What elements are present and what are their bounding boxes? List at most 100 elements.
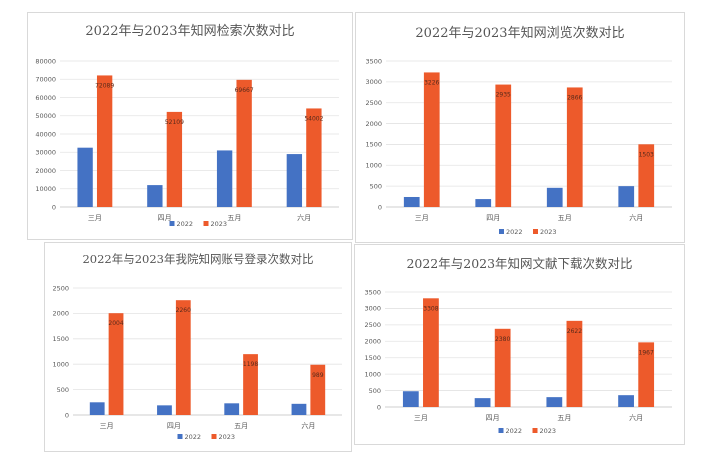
y-tick-label: 3500	[365, 57, 382, 65]
x-tick-label: 四月	[167, 422, 181, 430]
legend-label: 2023	[211, 220, 228, 228]
y-tick-label: 2000	[365, 120, 382, 128]
y-tick-label: 1500	[365, 141, 382, 149]
y-tick-label: 3500	[364, 288, 381, 296]
bar-2022-三月	[89, 402, 105, 415]
y-tick-label: 50000	[35, 112, 56, 120]
legend-swatch-2022	[177, 434, 183, 439]
chart-svg: 0 500 1000 1500 2000 2500 3000 3500 3226 三月 2935 四月…	[365, 57, 672, 236]
y-tick-label: 80000	[35, 57, 56, 65]
bar-2023-四月	[166, 111, 183, 207]
x-tick-label: 三月	[100, 422, 114, 430]
data-label: 989	[312, 372, 324, 379]
x-tick-label: 六月	[629, 413, 643, 422]
bar-2022-六月	[291, 403, 307, 415]
data-label: 52109	[165, 119, 184, 126]
y-tick-label: 0	[378, 203, 382, 211]
bar-2023-五月	[566, 320, 583, 407]
bar-2022-四月	[474, 398, 491, 407]
y-tick-label: 0	[65, 411, 69, 419]
legend-swatch-2023	[533, 229, 538, 234]
bar-2022-六月	[286, 154, 303, 207]
chart-svg: 0 10000 20000 30000 40000 50000 60000 70000 8000…	[35, 57, 339, 228]
x-tick-label: 三月	[415, 214, 429, 222]
data-label: 1503	[639, 151, 654, 158]
data-label: 3308	[423, 305, 438, 312]
y-tick-label: 1000	[365, 162, 382, 170]
x-tick-label: 五月	[557, 414, 571, 422]
chart-title: 2022年与2023年我院知网账号登录次数对比	[82, 252, 314, 266]
chart-title: 2022年与2023年知网检索次数对比	[85, 24, 295, 39]
x-tick-label: 五月	[227, 214, 241, 222]
bar-2023-六月	[638, 342, 655, 407]
y-tick-label: 2500	[52, 284, 69, 292]
data-label: 1198	[243, 361, 258, 368]
data-label: 2260	[176, 307, 191, 314]
bar-2023-四月	[175, 300, 191, 415]
x-tick-label: 三月	[414, 414, 428, 422]
legend-label: 2023	[540, 228, 557, 236]
y-tick-label: 1500	[52, 335, 69, 343]
bar-2023-三月	[423, 298, 439, 407]
data-label: 1967	[639, 349, 654, 356]
y-tick-label: 0	[377, 403, 381, 411]
y-tick-label: 60000	[35, 94, 56, 102]
y-tick-label: 30000	[35, 149, 56, 157]
legend-swatch-2022	[499, 229, 504, 234]
y-tick-label: 500	[370, 182, 382, 190]
legend-label: 2023	[219, 433, 236, 441]
y-tick-label: 500	[369, 387, 381, 395]
y-tick-label: 10000	[35, 185, 56, 193]
y-tick-label: 3000	[364, 305, 381, 313]
chart-panel-download: 2022年与2023年知网文献下载次数对比 0 500 1000 1500 2000 25…	[354, 244, 685, 445]
x-tick-label: 六月	[297, 213, 311, 222]
x-tick-label: 三月	[88, 214, 102, 222]
bar-2023-三月	[423, 72, 440, 207]
bar-2022-六月	[618, 186, 635, 207]
y-tick-label: 500	[57, 386, 69, 394]
bar-2023-三月	[108, 313, 124, 415]
x-tick-label: 五月	[558, 214, 572, 222]
data-label: 2866	[567, 94, 582, 101]
bar-2022-四月	[157, 405, 172, 415]
data-label: 54002	[304, 115, 323, 122]
y-tick-label: 2500	[365, 99, 382, 107]
chart-panel-login: 2022年与2023年我院知网账号登录次数对比 0 500 1000 1500 2000…	[44, 242, 352, 452]
data-label: 3226	[424, 79, 439, 86]
bar-2022-三月	[402, 391, 419, 407]
bar-2022-四月	[147, 185, 163, 207]
legend-swatch-2023	[532, 428, 538, 433]
bar-2023-六月	[638, 144, 655, 207]
bar-2022-五月	[546, 397, 563, 407]
legend-label: 2022	[506, 427, 523, 435]
chart-title: 2022年与2023年知网文献下载次数对比	[406, 256, 633, 271]
bar-2023-五月	[243, 354, 258, 415]
data-label: 2380	[495, 336, 510, 343]
y-tick-label: 1500	[364, 354, 381, 362]
data-label: 72089	[95, 82, 114, 89]
bar-2022-三月	[403, 196, 420, 207]
y-tick-label: 3000	[365, 78, 382, 86]
y-tick-label: 20000	[35, 167, 56, 175]
data-label: 2935	[496, 92, 511, 99]
x-tick-label: 六月	[301, 421, 315, 430]
bar-2023-六月	[306, 108, 322, 207]
x-tick-label: 四月	[486, 414, 500, 422]
bar-2023-四月	[495, 84, 512, 207]
legend-swatch-2022	[169, 221, 175, 226]
legend-swatch-2022	[498, 428, 504, 433]
y-tick-label: 1000	[364, 370, 381, 378]
chart-title: 2022年与2023年知网浏览次数对比	[415, 26, 625, 41]
y-tick-label: 2000	[364, 338, 381, 346]
legend-swatch-2023	[203, 221, 209, 226]
y-tick-label: 2000	[52, 310, 69, 318]
y-tick-label: 40000	[35, 130, 56, 138]
x-tick-label: 四月	[158, 214, 172, 222]
legend-label: 2023	[540, 427, 557, 435]
bar-2023-五月	[236, 79, 252, 207]
chart-svg: 0 500 1000 1500 2000 2500 3000 3500 3308 三月 2380 四月…	[364, 288, 672, 435]
legend-swatch-2023	[211, 434, 217, 439]
y-tick-label: 70000	[35, 76, 56, 84]
x-tick-label: 六月	[629, 213, 643, 222]
bar-2023-三月	[96, 75, 113, 207]
